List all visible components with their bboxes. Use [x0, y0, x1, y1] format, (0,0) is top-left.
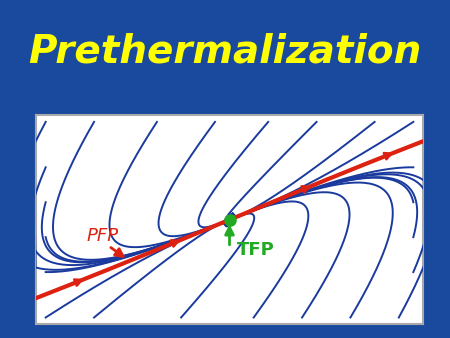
Text: PFP: PFP: [87, 227, 119, 245]
Text: TFP: TFP: [237, 241, 274, 259]
Text: Prethermalization: Prethermalization: [28, 33, 422, 71]
